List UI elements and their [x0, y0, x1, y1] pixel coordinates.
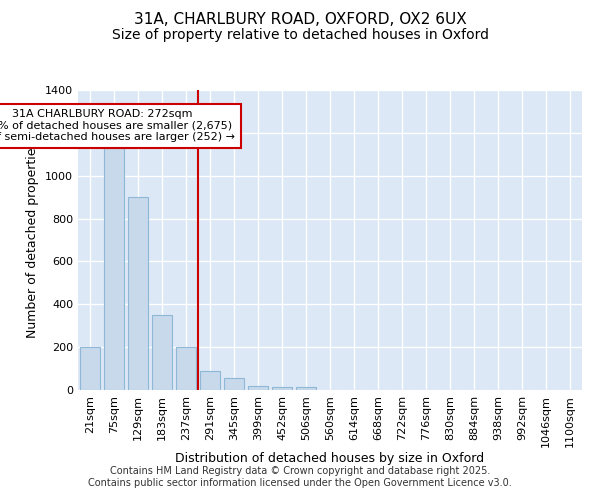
- Bar: [272, 387, 292, 390]
- Bar: [296, 387, 316, 390]
- Text: 31A, CHARLBURY ROAD, OXFORD, OX2 6UX: 31A, CHARLBURY ROAD, OXFORD, OX2 6UX: [134, 12, 466, 28]
- Bar: [80, 347, 100, 390]
- Text: Contains HM Land Registry data © Crown copyright and database right 2025.
Contai: Contains HM Land Registry data © Crown c…: [88, 466, 512, 487]
- Bar: [152, 315, 172, 390]
- Bar: [200, 370, 220, 390]
- Bar: [104, 148, 124, 390]
- Text: 31A CHARLBURY ROAD: 272sqm
← 91% of detached houses are smaller (2,675)
9% of se: 31A CHARLBURY ROAD: 272sqm ← 91% of deta…: [0, 110, 235, 142]
- Bar: [248, 386, 268, 390]
- Y-axis label: Number of detached properties: Number of detached properties: [26, 142, 40, 338]
- Bar: [176, 347, 196, 390]
- Bar: [224, 378, 244, 390]
- Bar: [128, 197, 148, 390]
- Text: Size of property relative to detached houses in Oxford: Size of property relative to detached ho…: [112, 28, 488, 42]
- X-axis label: Distribution of detached houses by size in Oxford: Distribution of detached houses by size …: [175, 452, 485, 466]
